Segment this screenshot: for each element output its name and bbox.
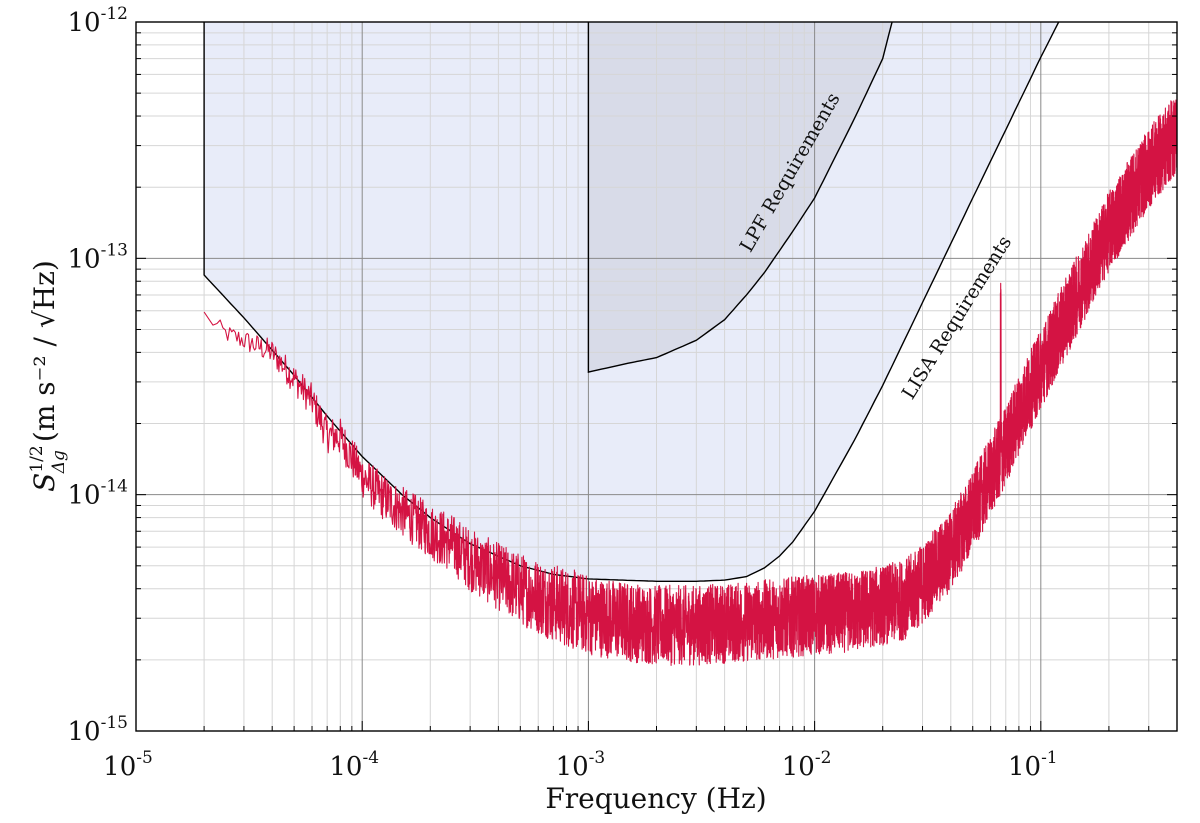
y-tick-labels: 10-15 10-14 10-13 10-12	[68, 4, 128, 747]
x-tick-label: 10-5	[103, 748, 153, 782]
x-axis-label: Frequency (Hz)	[545, 782, 766, 815]
lpf-requirements-curve	[587, 21, 893, 373]
y-label-superscript: 1/2	[27, 445, 47, 472]
x-tick-label: 10-4	[329, 748, 379, 782]
x-tick-label: 10-3	[556, 748, 606, 782]
y-tick-label: 10-12	[68, 4, 128, 38]
y-label-subscript: Δg	[49, 450, 69, 474]
x-tick-label: 10-1	[1008, 748, 1058, 782]
y-tick-label: 10-14	[68, 477, 128, 511]
axis-ticks	[135, 21, 1178, 732]
y-tick-label: 10-15	[68, 713, 128, 747]
noise-series-line	[203, 99, 1178, 666]
y-label-units: m s⁻² / √Hz	[28, 271, 61, 431]
svg-text:S1/2Δg(m s⁻² / √Hz): S1/2 Δg (m s⁻² / √Hz)	[27, 260, 69, 492]
y-axis-label: S1/2 Δg (m s⁻² / √Hz)	[27, 260, 69, 492]
y-label-close-paren: )	[28, 260, 61, 271]
x-tick-labels: 10-5 10-4 10-3 10-2 10-1	[103, 748, 1057, 782]
y-label-open-paren: (	[28, 431, 61, 442]
y-tick-label: 10-13	[68, 240, 128, 274]
y-label-symbol: S	[28, 473, 61, 492]
x-tick-label: 10-2	[782, 748, 832, 782]
lpf-requirements-region	[588, 22, 893, 373]
